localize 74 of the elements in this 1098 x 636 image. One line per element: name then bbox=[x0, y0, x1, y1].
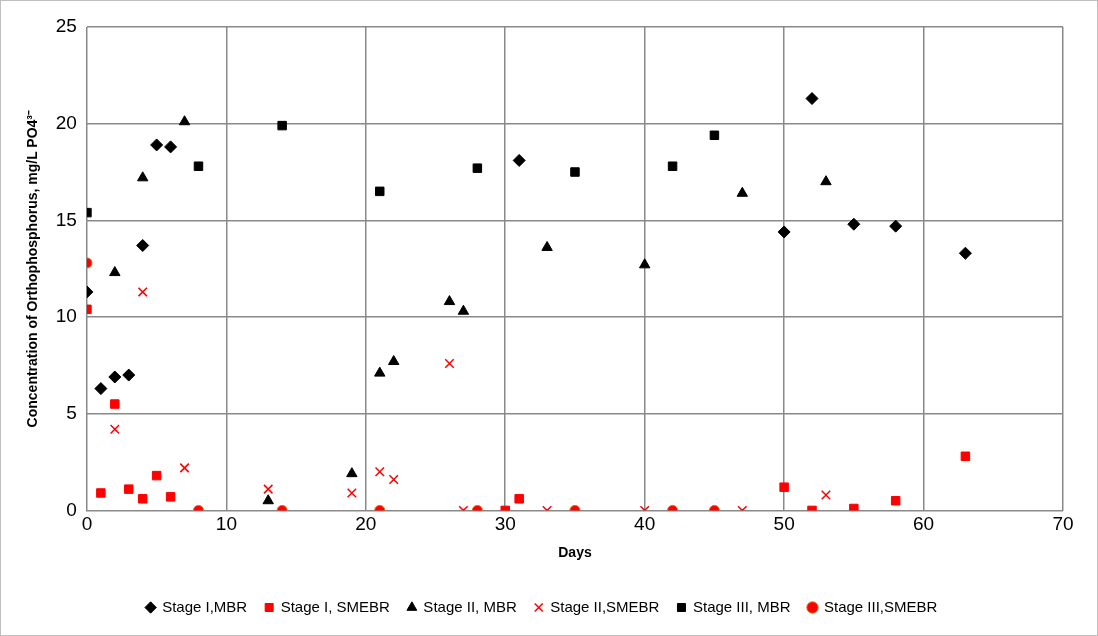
point bbox=[777, 225, 791, 239]
point bbox=[96, 488, 106, 498]
legend-label: Stage I, SMEBR bbox=[280, 597, 391, 615]
point bbox=[346, 488, 357, 498]
point bbox=[122, 368, 136, 382]
point bbox=[847, 217, 861, 231]
point bbox=[889, 219, 903, 233]
point bbox=[779, 482, 789, 492]
point bbox=[667, 161, 678, 171]
point bbox=[736, 186, 748, 197]
y-tick-label: 15 bbox=[55, 208, 77, 230]
x-tick-label: 40 bbox=[634, 513, 656, 535]
point bbox=[960, 451, 971, 461]
point bbox=[388, 355, 400, 366]
legend-label: Stage I,MBR bbox=[162, 597, 248, 615]
point bbox=[277, 120, 287, 131]
point bbox=[136, 239, 150, 252]
x-tick-label: 0 bbox=[81, 513, 93, 535]
x-tick-label: 70 bbox=[1052, 513, 1074, 535]
point bbox=[514, 494, 524, 504]
point bbox=[164, 140, 178, 154]
legend-label: Stage II,SMEBR bbox=[550, 597, 660, 615]
point bbox=[150, 138, 164, 152]
point bbox=[374, 366, 386, 377]
point bbox=[457, 304, 470, 315]
point bbox=[820, 175, 832, 186]
point bbox=[346, 467, 358, 478]
legend-label: Stage II, MBR bbox=[423, 597, 517, 615]
point bbox=[570, 167, 580, 177]
point bbox=[263, 484, 274, 495]
point bbox=[375, 186, 385, 197]
point bbox=[444, 358, 455, 369]
point bbox=[388, 474, 399, 485]
point bbox=[958, 246, 972, 260]
point bbox=[443, 295, 456, 306]
point bbox=[109, 266, 121, 277]
y-axis-title: Concentration of Orthophosphorus, mg/L PO4³⁻ bbox=[24, 110, 41, 428]
point bbox=[849, 503, 859, 511]
x-tick-label: 50 bbox=[773, 513, 795, 535]
point bbox=[109, 424, 120, 435]
point bbox=[820, 489, 831, 500]
point bbox=[638, 258, 651, 269]
point bbox=[94, 382, 108, 396]
y-tick-label: 20 bbox=[55, 111, 77, 133]
x-tick-label: 20 bbox=[355, 513, 377, 535]
point bbox=[890, 495, 901, 506]
legend-label: Stage III, MBR bbox=[692, 597, 791, 615]
point bbox=[805, 92, 819, 106]
point bbox=[541, 240, 553, 251]
point bbox=[262, 494, 274, 505]
x-tick-label: 30 bbox=[494, 513, 516, 535]
point bbox=[137, 171, 149, 182]
point bbox=[374, 466, 385, 477]
y-tick-label: 10 bbox=[55, 305, 77, 327]
x-tick-label: 60 bbox=[912, 513, 935, 535]
point bbox=[110, 399, 120, 409]
point bbox=[108, 370, 122, 384]
point bbox=[179, 462, 190, 473]
point bbox=[512, 153, 526, 167]
point bbox=[124, 484, 134, 494]
point bbox=[709, 130, 720, 141]
x-tick-label: 10 bbox=[215, 513, 237, 535]
point bbox=[137, 286, 148, 297]
point bbox=[472, 163, 483, 173]
y-tick-label: 5 bbox=[66, 401, 77, 423]
legend-label: Stage III,SMEBR bbox=[823, 597, 938, 615]
y-tick-label: 0 bbox=[66, 498, 77, 520]
y-tick-label: 25 bbox=[55, 15, 77, 37]
point bbox=[193, 161, 204, 171]
point bbox=[137, 494, 148, 504]
point bbox=[178, 115, 191, 126]
point bbox=[165, 492, 176, 502]
x-axis-title: Days bbox=[558, 544, 592, 561]
point bbox=[151, 470, 162, 481]
